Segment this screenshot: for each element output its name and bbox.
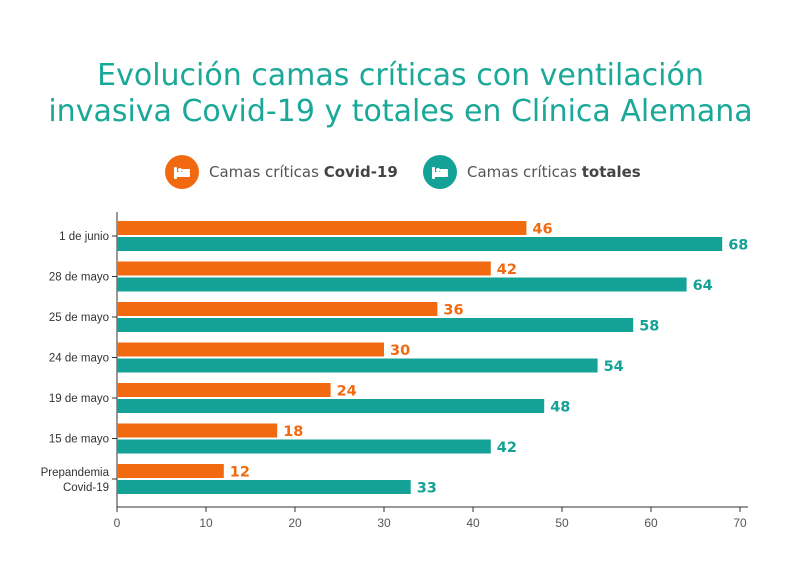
- bar: [117, 439, 491, 454]
- category-label: 25 de mayo: [49, 312, 109, 324]
- x-tick-label: 40: [466, 516, 480, 530]
- bar: [117, 237, 723, 251]
- chart-title: Evolución camas críticas con ventilación…: [0, 58, 801, 130]
- bed-icon: [165, 155, 199, 189]
- x-tick-label: 10: [199, 516, 213, 530]
- data-label: 30: [390, 343, 410, 359]
- x-tick-label: 50: [555, 516, 569, 530]
- bar: [117, 399, 545, 413]
- data-label: 48: [550, 400, 570, 416]
- data-label: 54: [604, 359, 624, 375]
- data-label: 33: [417, 481, 437, 497]
- data-label: 42: [497, 262, 517, 278]
- bar: [117, 383, 331, 397]
- bar: [117, 423, 278, 438]
- x-tick-label: 20: [288, 516, 302, 530]
- x-tick-label: 70: [733, 516, 747, 530]
- legend-label-covid: Camas críticas Covid-19: [209, 163, 398, 181]
- category-label: Prepandemia Covid-19: [41, 467, 110, 494]
- legend-label-total: Camas críticas totales: [467, 163, 641, 181]
- bar: [117, 342, 384, 357]
- data-label: 42: [497, 440, 517, 456]
- bar: [117, 480, 411, 494]
- category-label: 24 de mayo: [49, 353, 109, 365]
- data-label: 18: [283, 424, 303, 440]
- bar: [117, 302, 438, 316]
- chart-title-line-2: invasiva Covid-19 y totales en Clínica A…: [48, 94, 753, 129]
- chart-title-line-1: Evolución camas críticas con ventilación: [97, 58, 704, 93]
- data-label: 24: [337, 384, 357, 400]
- category-label: 15 de mayo: [49, 434, 109, 446]
- x-tick-label: 30: [377, 516, 391, 530]
- bar: [117, 318, 634, 332]
- bar: [117, 261, 491, 276]
- bar: [117, 277, 687, 292]
- x-tick-label: 60: [644, 516, 658, 530]
- category-label: 19 de mayo: [49, 393, 109, 405]
- legend: Camas críticas Covid-19 Camas críticas t…: [0, 154, 801, 190]
- legend-item-covid: Camas críticas Covid-19: [165, 154, 398, 190]
- data-label: 46: [532, 222, 552, 238]
- data-label: 58: [639, 319, 659, 335]
- data-label: 68: [728, 238, 748, 254]
- x-tick-label: 0: [114, 516, 121, 530]
- bar: [117, 358, 598, 373]
- category-label: 1 de junio: [59, 231, 109, 243]
- data-label: 36: [443, 303, 463, 319]
- bar: [117, 221, 527, 235]
- data-label: 64: [693, 278, 713, 294]
- bar: [117, 464, 224, 478]
- legend-item-total: Camas críticas totales: [423, 154, 641, 190]
- data-label: 12: [230, 465, 250, 481]
- bed-icon: [423, 155, 457, 189]
- category-label: 28 de mayo: [49, 272, 109, 284]
